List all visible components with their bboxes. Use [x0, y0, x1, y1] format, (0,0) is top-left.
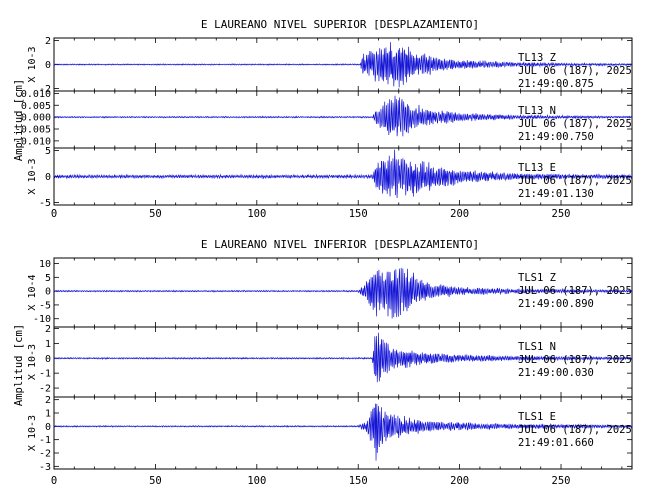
waveform-line: [53, 149, 633, 199]
y-tick-label: 0: [45, 354, 51, 365]
x-tick-label: 0: [51, 208, 57, 220]
y-tick-label: 0: [45, 287, 51, 298]
x-tick-label: 0: [51, 475, 57, 487]
y-tick-label: 0: [45, 60, 51, 71]
y-tick-label: 10: [39, 259, 51, 270]
y-tick-label: -1: [39, 369, 51, 380]
trace-time-label: 21:49:00.750: [518, 131, 594, 143]
y-tick-label: -2: [39, 449, 51, 460]
y-tick-label: -0.005: [15, 125, 51, 136]
x-tick-label: 50: [149, 208, 162, 220]
y-tick-label: 0: [45, 172, 51, 183]
y-tick-label: -2: [39, 84, 51, 95]
trace-time-label: 21:49:00.875: [518, 78, 594, 90]
x-tick-label: 200: [450, 475, 469, 487]
trace-station-label: TLS1 Z: [518, 272, 556, 284]
y-tick-label: -1: [39, 435, 51, 446]
y-multiplier-label: X 10-4: [27, 274, 38, 310]
trace-date-label: JUL 06 (187), 2025: [518, 65, 632, 77]
waveform-line: [53, 267, 633, 319]
trace-date-label: JUL 06 (187), 2025: [518, 424, 632, 436]
waveform-line: [53, 332, 633, 383]
y-tick-label: 2: [45, 395, 51, 406]
x-tick-label: 50: [149, 475, 162, 487]
waveform-line: [53, 403, 633, 461]
trace-time-label: 21:49:01.130: [518, 188, 594, 200]
y-tick-label: 0.010: [21, 89, 51, 100]
trace-station-label: TL13 N: [518, 105, 556, 117]
x-tick-label: 150: [349, 475, 368, 487]
trace-time-label: 21:49:00.030: [518, 367, 594, 379]
y-tick-label: 1: [45, 339, 51, 350]
y-tick-label: 0: [45, 422, 51, 433]
y-tick-label: -2: [39, 384, 51, 395]
trace-date-label: JUL 06 (187), 2025: [518, 354, 632, 366]
y-multiplier-label: X 10-3: [27, 158, 38, 194]
trace-time-label: 21:49:00.890: [518, 298, 594, 310]
y-axis-label: Amplitud [cm]: [13, 79, 25, 161]
trace-station-label: TL13 E: [518, 162, 556, 174]
y-tick-label: 1: [45, 409, 51, 420]
y-multiplier-label: X 10-3: [27, 344, 38, 380]
y-tick-label: -5: [39, 300, 51, 311]
y-tick-label: 2: [45, 36, 51, 47]
y-multiplier-label: X 10-3: [27, 415, 38, 451]
trace-date-label: JUL 06 (187), 2025: [518, 118, 632, 130]
trace-date-label: JUL 06 (187), 2025: [518, 175, 632, 187]
trace-station-label: TLS1 N: [518, 341, 556, 353]
x-tick-label: 100: [247, 208, 266, 220]
y-tick-label: 0.005: [21, 101, 51, 112]
y-tick-label: -3: [39, 462, 51, 473]
y-tick-label: 5: [45, 146, 51, 157]
trace-station-label: TL13 Z: [518, 52, 556, 64]
x-tick-label: 200: [450, 208, 469, 220]
x-tick-label: 150: [349, 208, 368, 220]
x-tick-label: 250: [552, 475, 571, 487]
y-tick-label: 0.000: [21, 113, 51, 124]
y-tick-label: 2: [45, 324, 51, 335]
waveform-line: [53, 95, 633, 137]
trace-station-label: TLS1 E: [518, 411, 556, 423]
trace-frame: [53, 396, 633, 470]
waveform-line: [53, 42, 633, 88]
y-tick-label: -10: [33, 314, 51, 325]
trace-date-label: JUL 06 (187), 2025: [518, 285, 632, 297]
panel-title-inferior: E LAUREANO NIVEL INFERIOR [DESPLAZAMIENT…: [201, 238, 479, 251]
y-multiplier-label: X 10-3: [27, 46, 38, 82]
x-tick-label: 100: [247, 475, 266, 487]
y-tick-label: -5: [39, 198, 51, 209]
panel-title-superior: E LAUREANO NIVEL SUPERIOR [DESPLAZAMIENT…: [201, 18, 479, 31]
y-tick-label: -0.010: [15, 136, 51, 147]
y-tick-label: 5: [45, 273, 51, 284]
y-axis-label: Amplitud [cm]: [13, 324, 25, 406]
trace-time-label: 21:49:01.660: [518, 437, 594, 449]
x-tick-label: 250: [552, 208, 571, 220]
